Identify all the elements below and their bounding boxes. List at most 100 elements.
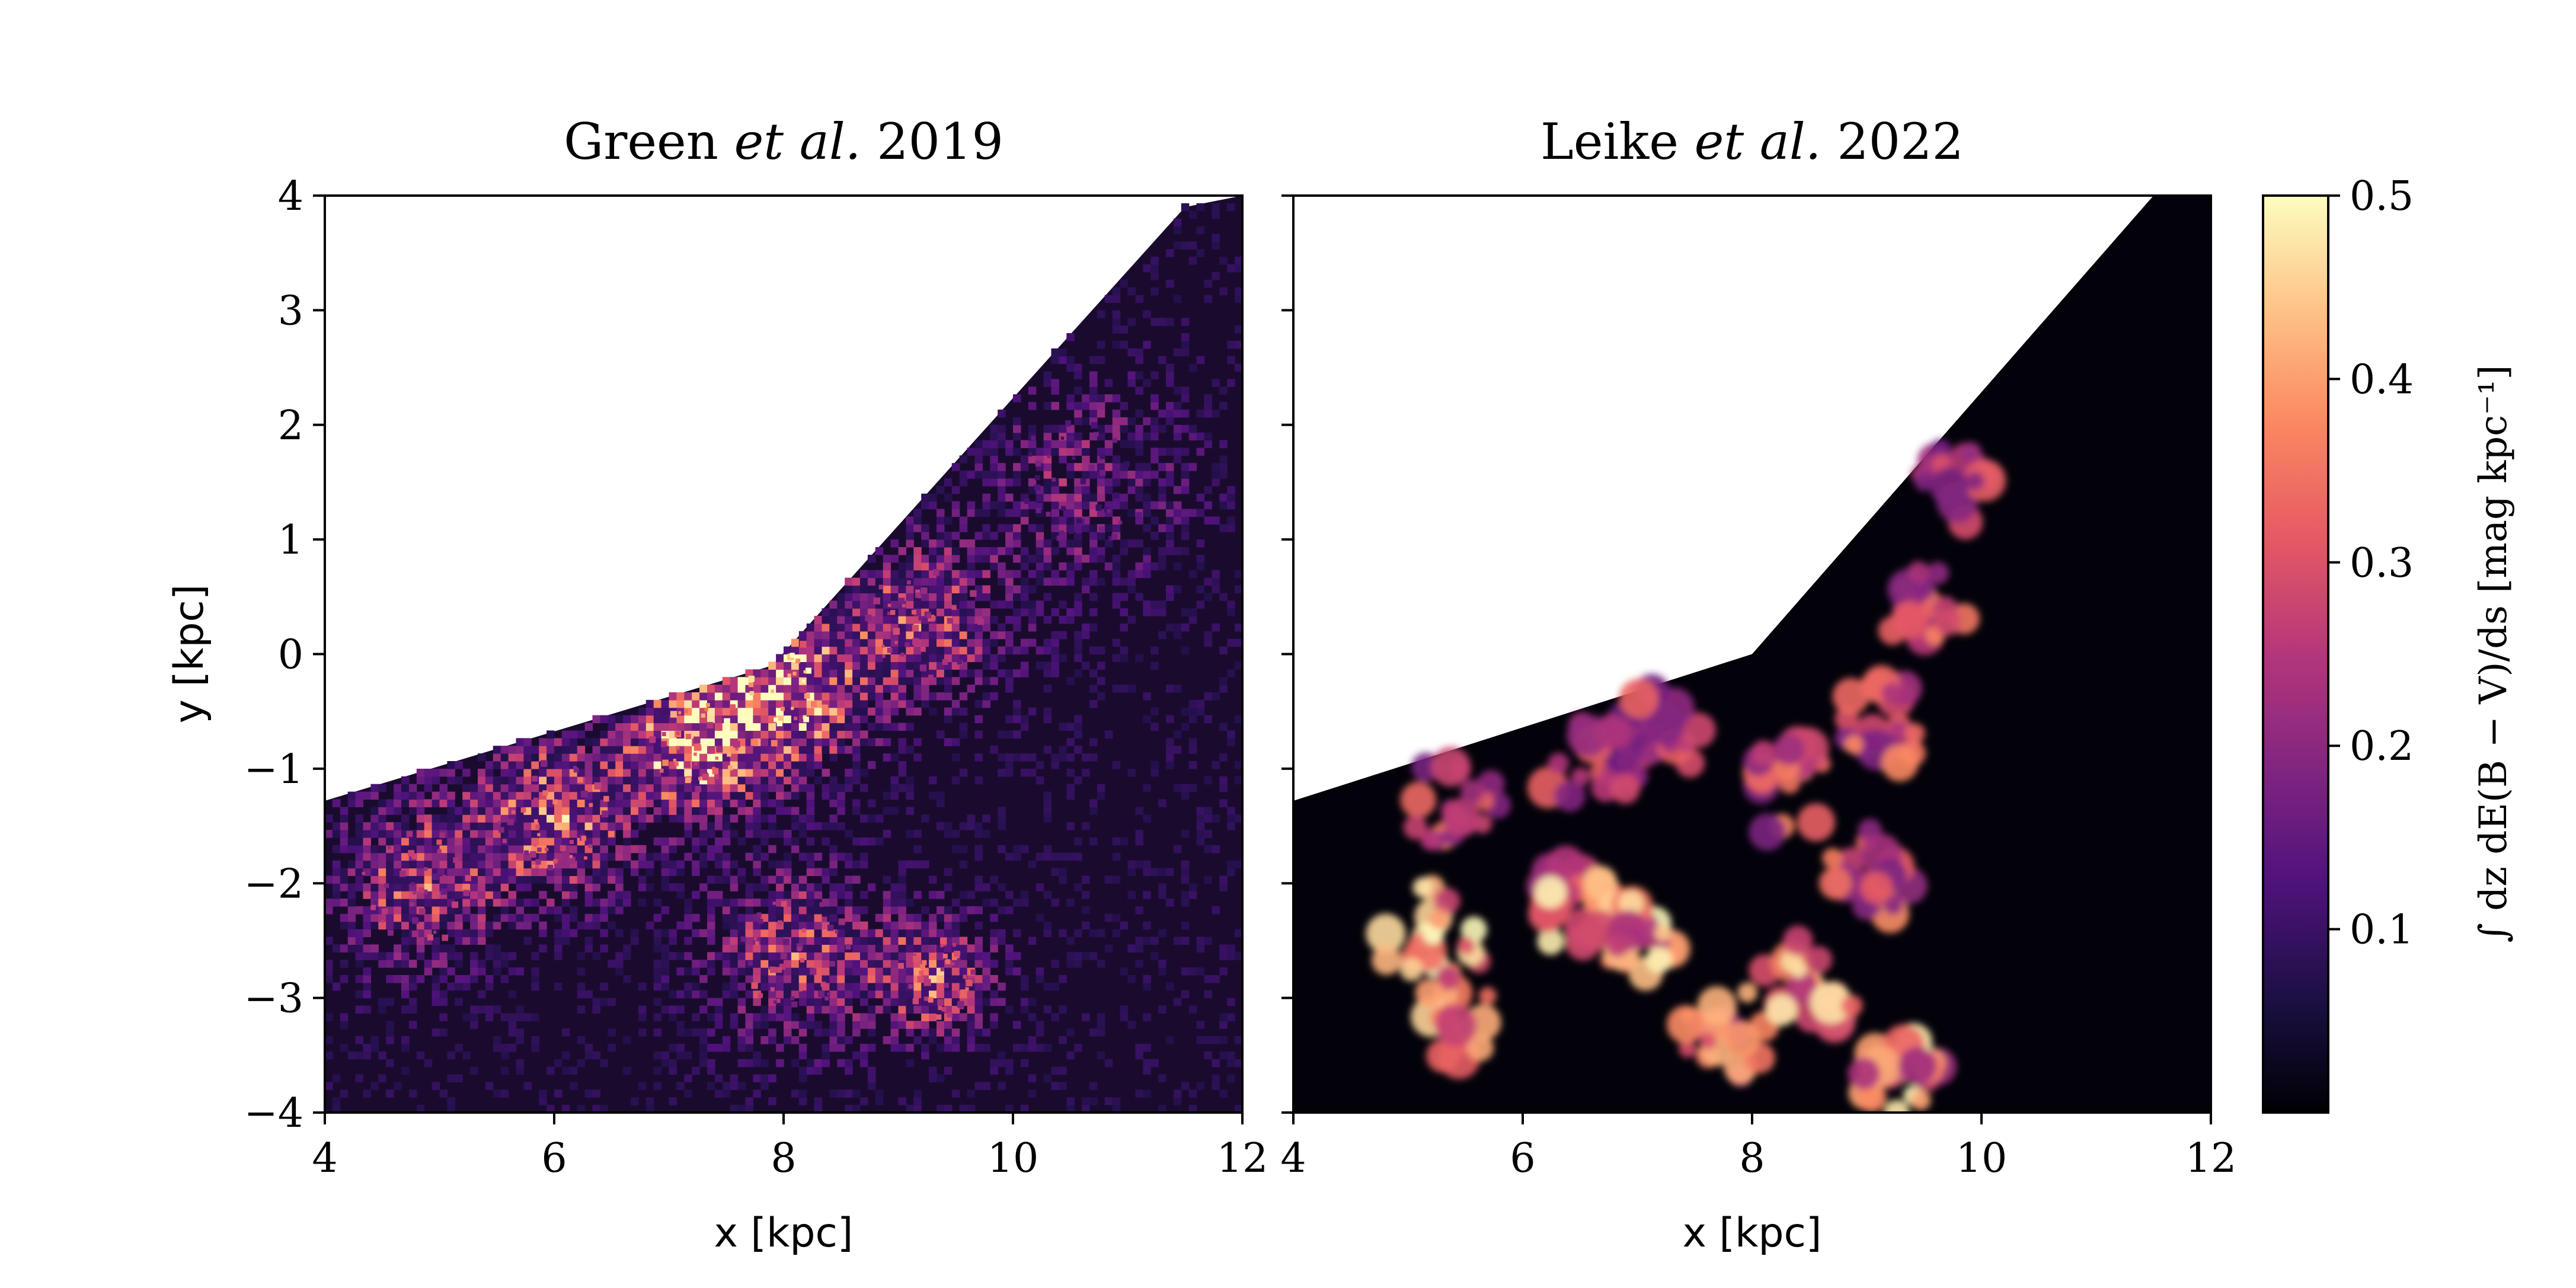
heatmap-pixel [608,723,616,731]
heatmap-pixel [531,1036,539,1044]
heatmap-pixel [1219,1013,1228,1021]
heatmap-pixel [814,746,823,754]
dust-pixel [776,999,781,1003]
heatmap-pixel [478,845,486,854]
heatmap-pixel [867,814,876,823]
heatmap-pixel [852,707,861,716]
heatmap-pixel [1059,875,1067,884]
heatmap-pixel [699,1036,708,1044]
heatmap-pixel [860,921,868,930]
heatmap-pixel [1020,891,1029,899]
dust-pixel [442,875,446,879]
heatmap-pixel [355,975,364,983]
heatmap-pixel [707,875,715,884]
heatmap-pixel [1143,608,1151,616]
heatmap-pixel [845,875,853,884]
heatmap-pixel [998,501,1006,510]
heatmap-pixel [867,944,876,953]
heatmap-pixel [1035,547,1044,555]
heatmap-pixel [1097,1021,1105,1029]
dust-pixel [898,963,905,969]
heatmap-pixel [1043,440,1052,448]
heatmap-pixel [539,906,547,915]
heatmap-pixel [340,899,349,907]
heatmap-pixel [906,937,914,945]
heatmap-pixel [1127,509,1136,517]
heatmap-pixel [913,677,922,685]
heatmap-pixel [753,883,761,891]
heatmap-pixel [608,715,616,724]
heatmap-pixel [753,998,761,1006]
dust-clump [1805,946,1833,974]
heatmap-pixel [1020,1059,1029,1068]
heatmap-pixel [867,883,876,891]
heatmap-pixel [753,784,761,792]
heatmap-pixel [347,913,356,922]
heatmap-pixel [745,791,753,800]
heatmap-pixel [875,616,884,624]
heatmap-pixel [478,768,486,777]
heatmap-pixel [1020,1105,1029,1113]
heatmap-pixel [1005,960,1014,968]
heatmap-pixel [401,990,410,999]
heatmap-pixel [875,623,884,632]
heatmap-pixel [921,654,929,662]
heatmap-pixel [806,784,815,792]
heatmap-pixel [615,807,624,815]
heatmap-pixel [1074,562,1082,571]
heatmap-pixel [577,860,586,869]
heatmap-pixel [638,814,647,823]
heatmap-pixel [913,562,922,571]
heatmap-pixel [998,509,1006,517]
heatmap-pixel [1082,921,1090,930]
heatmap-pixel [363,837,371,846]
heatmap-pixel [1013,570,1021,579]
heatmap-pixel [898,669,906,677]
heatmap-pixel [745,906,753,915]
heatmap-pixel [959,1105,968,1113]
heatmap-pixel [676,723,685,731]
heatmap-pixel [768,1097,776,1105]
heatmap-pixel [890,1044,899,1052]
heatmap-pixel [722,1082,731,1090]
heatmap-pixel [753,868,761,876]
heatmap-pixel [1127,768,1136,777]
heatmap-pixel [768,768,776,777]
dust-pixel [913,955,920,963]
heatmap-pixel [1028,402,1037,410]
heatmap-pixel [1212,761,1220,769]
dust-pixel [887,611,891,615]
heatmap-pixel [1166,547,1174,555]
heatmap-pixel [898,692,906,701]
heatmap-pixel [363,921,371,930]
heatmap-pixel [1028,638,1037,647]
dust-pixel [1034,484,1041,491]
heatmap-pixel [653,699,662,708]
heatmap-pixel [860,814,868,823]
heatmap-pixel [829,1036,838,1044]
dust-pixel [797,947,802,951]
heatmap-pixel [554,738,562,746]
heatmap-pixel [325,830,333,838]
heatmap-pixel [860,570,868,579]
heatmap-pixel [791,738,800,746]
dust-pixel [923,996,929,1001]
heatmap-pixel [1181,463,1190,471]
heatmap-pixel [845,1059,853,1068]
heatmap-pixel [737,791,746,800]
heatmap-pixel [1066,402,1075,410]
heatmap-pixel [1173,746,1182,754]
heatmap-pixel [363,906,371,915]
heatmap-pixel [737,1105,746,1113]
heatmap-pixel [1166,463,1174,471]
heatmap-pixel [837,723,845,731]
heatmap-pixel [386,952,394,960]
heatmap-pixel [424,799,433,807]
x-axis-label: x [kpc] [1683,1210,1822,1257]
heatmap-pixel [1181,891,1190,899]
heatmap-pixel [860,982,868,991]
heatmap-pixel [890,593,899,601]
heatmap-pixel [1112,1097,1121,1105]
heatmap-pixel [1143,547,1151,555]
heatmap-pixel [500,875,509,884]
